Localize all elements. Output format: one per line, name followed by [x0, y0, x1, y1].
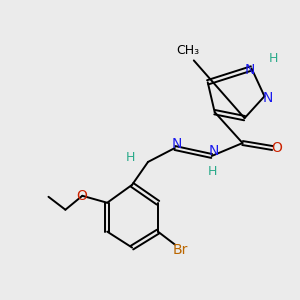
Text: N: N [172, 137, 182, 151]
Text: H: H [269, 52, 278, 65]
Text: H: H [208, 165, 218, 178]
Text: O: O [76, 189, 87, 203]
Text: CH₃: CH₃ [176, 44, 200, 57]
Text: H: H [125, 152, 135, 164]
Text: N: N [262, 91, 273, 105]
Text: N: N [208, 144, 219, 158]
Text: Br: Br [172, 242, 188, 256]
Text: O: O [271, 141, 282, 155]
Text: N: N [244, 63, 255, 77]
